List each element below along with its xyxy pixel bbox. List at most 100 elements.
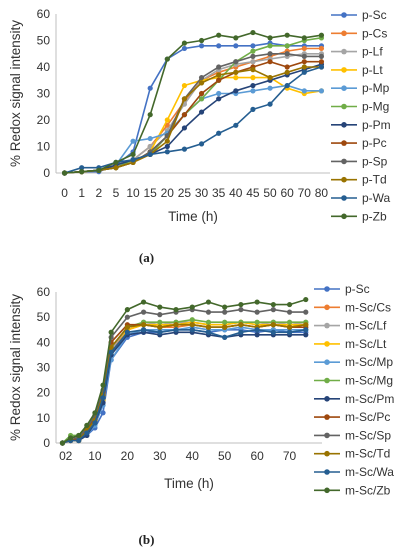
data-point: [100, 410, 106, 416]
data-point: [157, 304, 163, 310]
y-tick-label: 60: [37, 7, 51, 21]
legend-entry: p-Pc: [331, 136, 387, 150]
data-point: [286, 319, 293, 325]
data-point: [100, 382, 106, 388]
data-point: [301, 88, 307, 94]
data-point: [270, 322, 276, 328]
data-point: [284, 51, 290, 57]
data-point: [157, 319, 163, 325]
series-p-lf: [61, 51, 325, 176]
legend-label: p-Wa: [362, 191, 391, 205]
legend-marker: [324, 377, 330, 384]
legend-marker: [341, 195, 347, 201]
legend-label: m-Sc/Pc: [345, 410, 390, 424]
data-point: [67, 435, 74, 441]
data-point: [233, 59, 239, 65]
data-point: [59, 440, 66, 446]
legend-entry: p-Sc: [314, 282, 370, 296]
data-point: [233, 88, 239, 94]
data-point: [100, 395, 106, 401]
data-point: [113, 159, 119, 165]
legend-marker: [341, 176, 347, 183]
x-tick-label: 40: [186, 449, 200, 463]
data-point: [222, 334, 228, 340]
series-p-pm: [61, 61, 325, 176]
legend-marker: [341, 213, 347, 220]
data-point: [84, 430, 90, 436]
legend-label: p-Lf: [362, 45, 383, 59]
data-point: [147, 151, 153, 158]
data-point: [205, 319, 212, 325]
y-tick-label: 30: [37, 361, 51, 375]
legend-marker: [341, 103, 347, 110]
y-tick-label: 10: [37, 411, 51, 425]
data-point: [189, 304, 195, 310]
legend-label: p-Cs: [362, 26, 387, 40]
series-line: [64, 31, 322, 174]
data-point: [181, 45, 188, 52]
data-point: [318, 88, 325, 94]
legend-label: m-Sc/Lf: [345, 319, 387, 333]
data-point: [130, 151, 136, 158]
data-point: [216, 32, 222, 38]
data-point: [130, 138, 136, 144]
series-line: [61, 318, 306, 444]
series-p-wa: [61, 64, 325, 176]
y-axis-title: % Redox signal intensity: [8, 294, 23, 441]
x-tick-label: 80: [315, 186, 329, 200]
legend-label: m-Sc/Zb: [345, 483, 391, 497]
legend-label: p-Lt: [362, 63, 383, 77]
legend-label: p-Sp: [362, 154, 388, 168]
x-tick-label: 30: [153, 449, 167, 463]
data-point: [198, 109, 205, 115]
data-point: [216, 43, 222, 49]
series-line: [62, 328, 306, 444]
data-point: [301, 45, 307, 52]
data-point: [250, 82, 256, 89]
data-point: [250, 67, 256, 73]
legend-marker: [324, 322, 330, 329]
y-tick-label: 40: [37, 335, 51, 349]
data-point: [301, 35, 307, 41]
data-point: [233, 75, 239, 81]
data-point: [318, 45, 325, 52]
data-point: [216, 77, 222, 83]
data-point: [61, 170, 68, 176]
data-point: [267, 85, 273, 91]
x-tick-label: 2: [66, 449, 73, 463]
data-point: [198, 80, 205, 86]
series-line: [64, 52, 322, 174]
data-point: [284, 82, 290, 89]
legend-marker: [324, 341, 330, 347]
data-point: [113, 165, 119, 171]
legend-marker: [324, 396, 330, 402]
data-point: [164, 149, 170, 155]
series-line: [64, 42, 322, 174]
data-point: [140, 299, 147, 305]
legend-label: m-Sc/Pm: [345, 392, 394, 406]
data-point: [157, 324, 163, 330]
data-point: [140, 309, 147, 315]
x-tick-label: 70: [283, 449, 297, 463]
legend-marker: [324, 414, 330, 420]
legend-marker: [324, 487, 330, 494]
legend-entry: p-Wa: [331, 191, 391, 205]
data-point: [173, 327, 179, 333]
data-point: [198, 43, 205, 49]
data-point: [238, 322, 244, 328]
data-point: [301, 59, 307, 65]
data-point: [284, 43, 290, 49]
y-tick-label: 50: [37, 310, 51, 324]
data-point: [205, 324, 212, 330]
series-p-mp: [61, 82, 325, 176]
data-point: [147, 135, 153, 142]
data-point: [181, 146, 188, 152]
data-point: [238, 307, 244, 313]
x-tick-label: 0: [59, 449, 66, 463]
data-point: [233, 122, 239, 128]
series-line: [64, 63, 322, 174]
data-point: [270, 301, 276, 308]
x-tick-label: 15: [144, 186, 158, 200]
data-point: [189, 317, 195, 323]
